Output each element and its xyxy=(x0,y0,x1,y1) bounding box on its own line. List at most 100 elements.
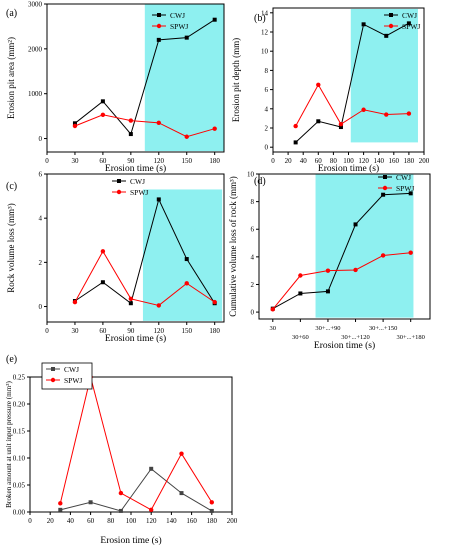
data-point-spwj xyxy=(270,307,275,312)
series-line-cwj xyxy=(74,19,215,136)
legend-marker xyxy=(116,189,122,195)
x-tick-label: 90 xyxy=(127,327,135,335)
x-tick-label: 160 xyxy=(389,157,400,165)
data-point-spwj xyxy=(149,507,154,513)
legend-label: CWJ xyxy=(402,11,417,20)
y-axis-label: Erosion pit area (mm²) xyxy=(6,37,16,119)
legend-label: SPWJ xyxy=(130,188,148,197)
legend-marker xyxy=(51,367,55,371)
y-tick-label: 10 xyxy=(247,171,255,179)
data-point-cwj xyxy=(100,99,105,104)
x-tick-label: 120 xyxy=(154,327,165,335)
y-axis-label: Cumulative volume loss of rock (mm³) xyxy=(228,176,238,316)
x-tick-label: 30 xyxy=(270,325,277,332)
y-tick-label: 4 xyxy=(251,253,255,261)
data-point-spwj xyxy=(293,123,298,129)
series-line-cwj xyxy=(74,197,216,305)
x-axis-label: Erosion time (s) xyxy=(314,340,375,351)
data-point-spwj xyxy=(316,82,321,88)
y-tick-label: 8 xyxy=(251,198,255,206)
panel-e: 0.00 0.05 0.10 0.15 0.20 0.25 0 20 40 60 80 100 120 1… xyxy=(5,354,238,546)
data-point-cwj xyxy=(72,121,77,126)
x-tick-label: 30+60 xyxy=(292,334,309,341)
x-tick-label: 0 xyxy=(28,517,32,525)
data-point-spwj xyxy=(128,118,134,123)
data-point-spwj xyxy=(380,253,386,258)
y-axis-label: Erosion pit depth (mm) xyxy=(231,38,241,122)
data-point-spwj xyxy=(179,451,184,456)
highlight-region xyxy=(142,189,223,321)
y-axis-label: Rock volume loss (mm³) xyxy=(6,203,16,292)
data-point-spwj xyxy=(156,303,161,308)
x-tick-label: 160 xyxy=(186,517,197,525)
data-point-cwj xyxy=(100,280,105,285)
x-tick-label: 140 xyxy=(373,157,384,165)
y-tick-label: 0.20 xyxy=(13,401,26,409)
x-tick-label: 30+...+180 xyxy=(396,334,424,341)
data-point-cwj xyxy=(408,191,413,196)
x-tick-label: 140 xyxy=(166,517,177,525)
y-tick-label: 2 xyxy=(251,281,255,289)
y-tick-label: 1000 xyxy=(28,90,43,98)
legend-label: SPWJ xyxy=(64,376,82,385)
legend: CWJ SPWJ xyxy=(152,11,188,31)
x-tick-label: 120 xyxy=(358,157,369,165)
panel-label: (d) xyxy=(254,176,266,187)
legend-marker xyxy=(50,377,56,383)
x-tick-label: 30+...+150 xyxy=(369,325,397,332)
legend: CWJ SPWJ xyxy=(378,173,414,193)
x-tick-label: 150 xyxy=(181,157,192,165)
x-tick-label: 0 xyxy=(271,157,275,165)
x-tick-label: 30+...+90 xyxy=(315,325,340,332)
data-point-cwj xyxy=(88,500,93,505)
data-point-cwj xyxy=(381,192,386,197)
y-tick-label: 6 xyxy=(39,171,43,179)
y-tick-label: 2000 xyxy=(28,45,43,53)
panel-label: (a) xyxy=(6,8,17,19)
data-point-spwj xyxy=(100,249,106,254)
plot-frame xyxy=(46,173,225,323)
series-line-spwj xyxy=(272,252,411,310)
legend: CWJ SPWJ xyxy=(384,11,420,31)
x-tick-label: 100 xyxy=(343,157,354,165)
x-tick-label: 180 xyxy=(207,517,218,525)
legend-box xyxy=(41,362,93,390)
y-tick-label: 4 xyxy=(39,215,43,223)
y-tick-label: 0.25 xyxy=(13,374,26,382)
x-tick-label: 0 xyxy=(45,327,49,335)
data-point-spwj xyxy=(184,281,189,286)
y-tick-label: 8 xyxy=(265,67,269,75)
data-point-spwj xyxy=(353,267,358,273)
data-point-cwj xyxy=(298,291,303,296)
data-point-spwj xyxy=(298,273,303,278)
y-tick-label: 0 xyxy=(265,144,269,152)
data-point-cwj xyxy=(406,21,411,26)
x-tick-label: 20 xyxy=(47,517,55,525)
legend-label: CWJ xyxy=(64,365,79,374)
y-tick-label: 12 xyxy=(261,29,269,37)
data-point-spwj xyxy=(338,121,344,127)
data-point-spwj xyxy=(325,268,331,273)
legend-label: SPWJ xyxy=(396,184,414,193)
panel-label: (b) xyxy=(254,13,266,24)
data-point-cwj xyxy=(293,140,298,145)
x-tick-label: 80 xyxy=(107,517,115,525)
panel-label: (c) xyxy=(6,181,17,192)
series-line-spwj xyxy=(74,114,215,138)
data-point-spwj xyxy=(406,111,412,116)
plot-frame xyxy=(258,173,431,320)
data-point-spwj xyxy=(361,107,366,112)
data-point-spwj xyxy=(212,126,217,131)
data-point-spwj xyxy=(384,112,389,117)
x-axis-label: Erosion time (s) xyxy=(318,163,379,174)
x-tick-label: 120 xyxy=(154,157,165,165)
legend-label: CWJ xyxy=(396,173,411,182)
x-tick-label: 60 xyxy=(87,517,95,525)
y-tick-label: 2 xyxy=(265,125,269,133)
series-line-spwj xyxy=(74,250,215,306)
x-tick-label: 180 xyxy=(209,327,220,335)
x-tick-label: 120 xyxy=(146,517,157,525)
x-tick-label: 30 xyxy=(71,157,79,165)
series-line-cwj xyxy=(295,22,410,143)
